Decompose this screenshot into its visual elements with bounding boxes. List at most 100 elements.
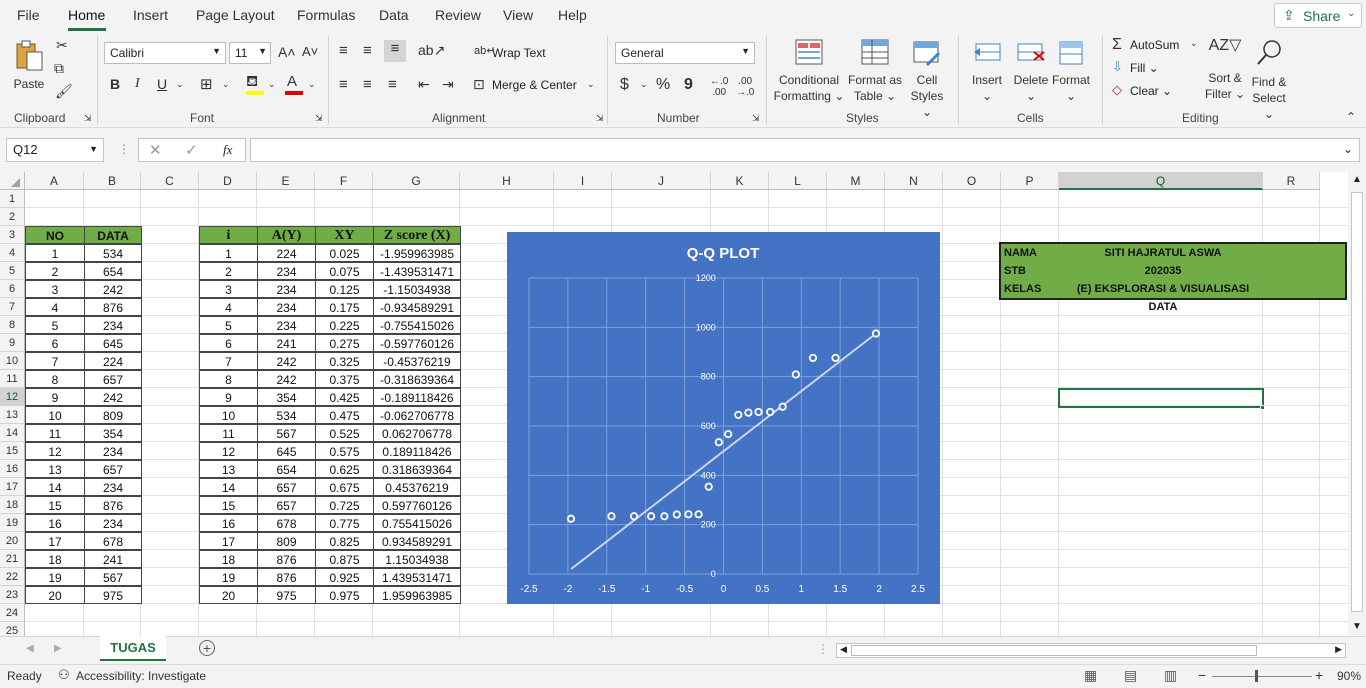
font-size-select[interactable]: 11 ▼ (229, 42, 271, 64)
page-layout-view-icon[interactable]: ▤ (1124, 667, 1138, 683)
dialog-launcher-icon[interactable]: ⇲ (752, 113, 760, 123)
column-header-l[interactable]: L (769, 172, 827, 190)
tab-page-layout[interactable]: Page Layout (196, 7, 275, 23)
increase-font-icon[interactable]: A˄ (278, 44, 296, 60)
tab-data[interactable]: Data (379, 7, 409, 23)
table-cell[interactable]: 14 (199, 478, 258, 496)
table-header-cell[interactable]: DATA (84, 226, 142, 244)
comma-style-button[interactable]: 9 (684, 76, 693, 93)
row-header-14[interactable]: 14 (0, 424, 25, 442)
table-cell[interactable]: 234 (257, 316, 316, 334)
table-cell[interactable]: 234 (84, 316, 142, 334)
tab-insert[interactable]: Insert (133, 7, 169, 23)
table-cell[interactable]: 18 (25, 550, 85, 568)
table-cell[interactable]: 1 (199, 244, 258, 262)
row-header-6[interactable]: 6 (0, 280, 25, 298)
column-header-b[interactable]: B (84, 172, 141, 190)
merge-center-icon[interactable]: ⊡ (473, 76, 485, 92)
table-cell[interactable]: 657 (84, 370, 142, 388)
table-cell[interactable]: 1 (25, 244, 85, 262)
table-cell[interactable]: 654 (84, 262, 142, 280)
tab-splitter-icon[interactable]: ⋮ (817, 642, 829, 656)
table-cell[interactable]: 876 (257, 568, 316, 586)
zoom-slider-thumb[interactable] (1255, 670, 1258, 682)
row-header-5[interactable]: 5 (0, 262, 25, 280)
row-header-13[interactable]: 13 (0, 406, 25, 424)
chevron-down-icon[interactable]: ⌄ (308, 79, 316, 89)
table-cell[interactable]: 19 (199, 568, 258, 586)
chevron-down-icon[interactable]: ⌄ (176, 79, 184, 89)
table-cell[interactable]: 3 (199, 280, 258, 298)
table-cell[interactable]: 654 (257, 460, 316, 478)
dialog-launcher-icon[interactable]: ⇲ (84, 113, 92, 123)
h-scroll-thumb[interactable] (851, 645, 1257, 656)
chevron-down-icon[interactable]: ⌄ (1190, 38, 1198, 48)
table-cell[interactable]: -0.755415026 (373, 316, 461, 334)
column-header-q[interactable]: Q (1059, 172, 1263, 190)
table-cell[interactable]: 0.318639364 (373, 460, 461, 478)
wrap-text-icon[interactable]: ab↵ (474, 45, 496, 57)
table-cell[interactable]: 234 (257, 280, 316, 298)
orientation-icon[interactable]: ab↗ (418, 42, 446, 58)
row-header-22[interactable]: 22 (0, 568, 25, 586)
table-cell[interactable]: 0.425 (315, 388, 374, 406)
normal-view-icon[interactable]: ▦ (1084, 667, 1098, 683)
table-cell[interactable]: 876 (257, 550, 316, 568)
table-cell[interactable]: 224 (257, 244, 316, 262)
row-header-11[interactable]: 11 (0, 370, 25, 388)
table-cell[interactable]: 13 (199, 460, 258, 478)
eraser-icon[interactable]: ◇ (1112, 82, 1122, 97)
decrease-decimal-icon[interactable]: .00 →.0 (736, 76, 755, 98)
table-cell[interactable]: 17 (25, 532, 85, 550)
dialog-launcher-icon[interactable]: ⇲ (315, 113, 323, 123)
row-header-18[interactable]: 18 (0, 496, 25, 514)
table-cell[interactable]: -0.189118426 (373, 388, 461, 406)
row-header-16[interactable]: 16 (0, 460, 25, 478)
row-header-4[interactable]: 4 (0, 244, 25, 262)
table-cell[interactable]: 15 (25, 496, 85, 514)
table-cell[interactable]: 0.475 (315, 406, 374, 424)
table-cell[interactable]: 5 (25, 316, 85, 334)
table-cell[interactable]: 7 (199, 352, 258, 370)
table-header-cell[interactable]: A(Y) (257, 226, 316, 244)
table-cell[interactable]: 4 (25, 298, 85, 316)
table-cell[interactable]: 0.625 (315, 460, 374, 478)
table-cell[interactable]: 242 (84, 388, 142, 406)
next-sheet-icon[interactable]: ▶ (54, 643, 62, 654)
font-name-select[interactable]: Calibri ▼ (104, 42, 226, 64)
table-cell[interactable]: 224 (84, 352, 142, 370)
table-cell[interactable]: 6 (25, 334, 85, 352)
table-cell[interactable]: 18 (199, 550, 258, 568)
dialog-launcher-icon[interactable]: ⇲ (596, 113, 604, 123)
row-header-25[interactable]: 25 (0, 622, 25, 636)
table-cell[interactable]: 0.934589291 (373, 532, 461, 550)
tab-review[interactable]: Review (435, 7, 481, 23)
info-box[interactable]: NAMA SITI HAJRATUL ASWA STB 202035 KELAS (E) … (999, 242, 1347, 313)
clear-button[interactable]: Clear ⌄ (1130, 84, 1173, 98)
decrease-indent-icon[interactable]: ⇤ (418, 76, 430, 92)
row-header-1[interactable]: 1 (0, 190, 25, 208)
column-header-c[interactable]: C (141, 172, 199, 190)
decrease-font-icon[interactable]: A˅ (302, 44, 319, 59)
italic-button[interactable]: I (135, 76, 140, 91)
table-cell[interactable]: 12 (25, 442, 85, 460)
cell-styles-button[interactable]: Cell Styles ⌄ (904, 38, 950, 120)
table-cell[interactable]: 0.975 (315, 586, 374, 604)
conditional-formatting-button[interactable]: Conditional Formatting ⌄ (772, 38, 846, 104)
autosum-icon[interactable]: Σ (1112, 36, 1122, 53)
table-cell[interactable]: 0.375 (315, 370, 374, 388)
table-cell[interactable]: 11 (199, 424, 258, 442)
row-header-15[interactable]: 15 (0, 442, 25, 460)
table-cell[interactable]: 234 (257, 262, 316, 280)
scroll-up-icon[interactable]: ▲ (1352, 174, 1362, 185)
fill-icon[interactable]: ⇩ (1112, 59, 1123, 74)
table-cell[interactable]: 20 (199, 586, 258, 604)
table-cell[interactable]: 0.125 (315, 280, 374, 298)
table-cell[interactable]: 0.175 (315, 298, 374, 316)
tab-view[interactable]: View (503, 7, 534, 23)
column-header-e[interactable]: E (257, 172, 315, 190)
scroll-down-icon[interactable]: ▼ (1352, 621, 1362, 632)
cut-icon[interactable]: ✂ (56, 37, 68, 53)
table-cell[interactable]: 0.825 (315, 532, 374, 550)
bold-button[interactable]: B (110, 76, 121, 92)
